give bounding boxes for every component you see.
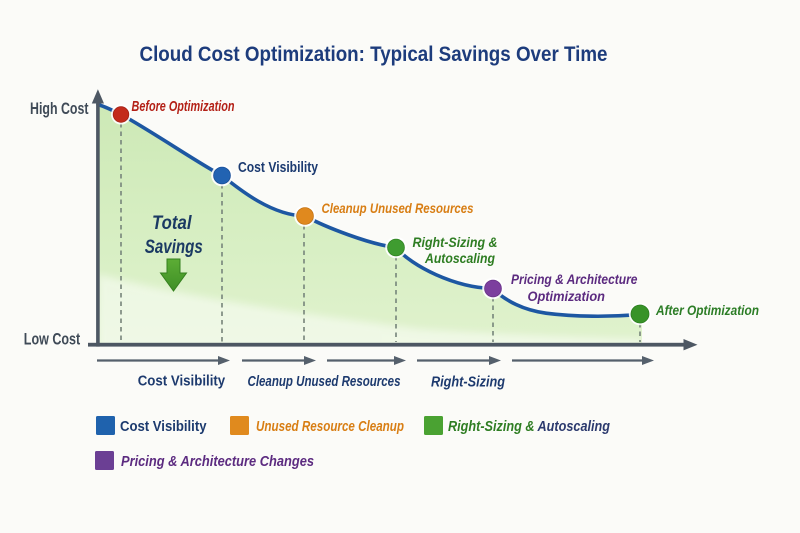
svg-text:Cleanup Unused Resources: Cleanup Unused Resources [322,200,474,216]
svg-text:Unused Resource Cleanup: Unused Resource Cleanup [256,419,404,435]
svg-text:Before Optimization: Before Optimization [132,99,235,115]
svg-text:High Cost: High Cost [30,99,89,118]
svg-text:Autoscaling: Autoscaling [424,250,495,266]
svg-text:Low Cost: Low Cost [24,330,81,349]
svg-text:Right-Sizing & Autoscaling: Right-Sizing & Autoscaling [448,419,610,435]
svg-text:Right-Sizing &: Right-Sizing & [413,234,498,250]
svg-text:Total: Total [152,213,192,234]
svg-text:Optimization: Optimization [528,288,606,304]
svg-text:Right-Sizing: Right-Sizing [431,375,505,391]
svg-text:Cost Visibility: Cost Visibility [138,374,226,390]
svg-text:Cost Visibility: Cost Visibility [120,419,207,435]
svg-text:Pricing & Architecture Changes: Pricing & Architecture Changes [121,454,314,470]
svg-text:Savings: Savings [145,237,203,258]
svg-text:Cost Visibility: Cost Visibility [238,160,318,176]
svg-text:Cloud Cost Optimization: Typic: Cloud Cost Optimization: Typical Savings… [140,42,608,66]
svg-text:Pricing & Architecture: Pricing & Architecture [511,271,638,287]
svg-text:Cleanup Unused Resources: Cleanup Unused Resources [248,374,401,390]
svg-text:After Optimization: After Optimization [655,302,759,318]
